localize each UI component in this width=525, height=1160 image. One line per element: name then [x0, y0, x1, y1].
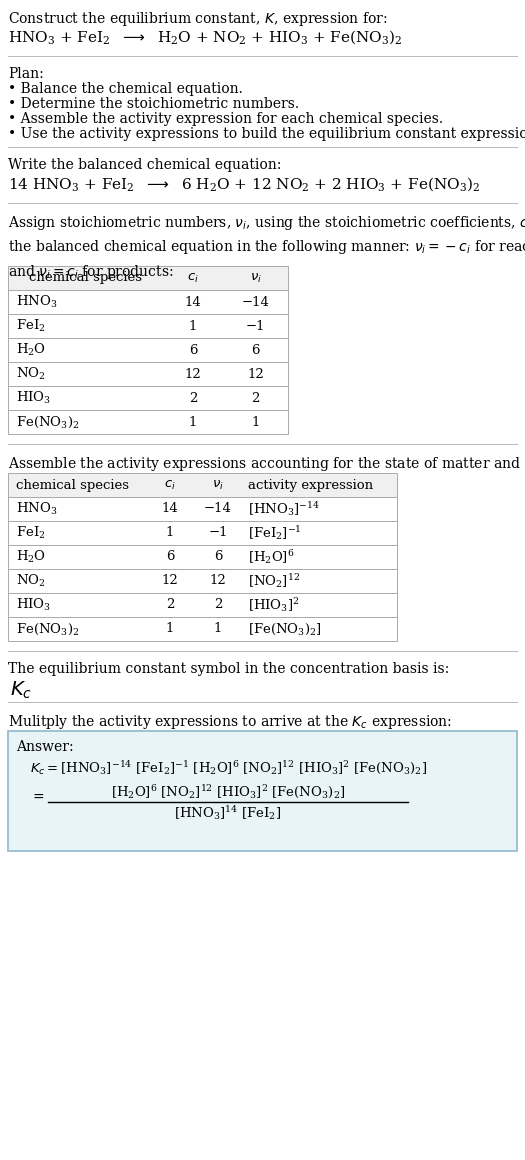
Text: 2: 2: [214, 599, 222, 611]
Text: $\mathregular{[H_2O]^6}$: $\mathregular{[H_2O]^6}$: [248, 548, 295, 566]
Text: 1: 1: [166, 623, 174, 636]
Text: 2: 2: [166, 599, 174, 611]
Text: 2: 2: [189, 392, 197, 405]
Text: $\nu_i$: $\nu_i$: [249, 271, 261, 284]
Text: $\mathregular{H_2O}$: $\mathregular{H_2O}$: [16, 342, 46, 358]
Text: 6: 6: [251, 343, 260, 356]
Text: 1: 1: [251, 415, 260, 428]
FancyBboxPatch shape: [8, 338, 288, 362]
Text: 1: 1: [214, 623, 222, 636]
FancyBboxPatch shape: [8, 314, 288, 338]
Text: $\mathregular{[H_2O]^6\ [NO_2]^{12}\ [HIO_3]^2\ [Fe(NO_3)_2]}$: $\mathregular{[H_2O]^6\ [NO_2]^{12}\ [HI…: [111, 784, 345, 802]
Text: $\mathregular{[HIO_3]^2}$: $\mathregular{[HIO_3]^2}$: [248, 596, 300, 614]
Text: $\mathregular{[FeI_2]^{-1}}$: $\mathregular{[FeI_2]^{-1}}$: [248, 524, 301, 542]
FancyBboxPatch shape: [8, 617, 397, 641]
Text: $c_i$: $c_i$: [187, 271, 199, 284]
FancyBboxPatch shape: [8, 731, 517, 851]
Text: • Determine the stoichiometric numbers.: • Determine the stoichiometric numbers.: [8, 97, 299, 111]
FancyBboxPatch shape: [8, 521, 397, 545]
Text: The equilibrium constant symbol in the concentration basis is:: The equilibrium constant symbol in the c…: [8, 662, 449, 676]
Text: 12: 12: [162, 574, 178, 587]
Text: −1: −1: [246, 319, 265, 333]
Text: 12: 12: [185, 368, 202, 380]
Text: $\mathregular{[HNO_3]^{14}\ [FeI_2]}$: $\mathregular{[HNO_3]^{14}\ [FeI_2]}$: [174, 804, 281, 822]
Text: 6: 6: [214, 551, 222, 564]
Text: • Assemble the activity expression for each chemical species.: • Assemble the activity expression for e…: [8, 113, 443, 126]
Text: Plan:: Plan:: [8, 67, 44, 81]
FancyBboxPatch shape: [8, 473, 397, 496]
Text: −14: −14: [242, 296, 269, 309]
Text: $\mathregular{[Fe(NO_3)_2]}$: $\mathregular{[Fe(NO_3)_2]}$: [248, 622, 322, 637]
Text: 1: 1: [189, 415, 197, 428]
Text: Mulitply the activity expressions to arrive at the $K_c$ expression:: Mulitply the activity expressions to arr…: [8, 713, 452, 731]
Text: $\mathregular{Fe(NO_3)_2}$: $\mathregular{Fe(NO_3)_2}$: [16, 414, 79, 429]
Text: $\mathregular{FeI_2}$: $\mathregular{FeI_2}$: [16, 525, 46, 541]
Text: $\nu_i$: $\nu_i$: [212, 478, 224, 492]
Text: −1: −1: [208, 527, 228, 539]
FancyBboxPatch shape: [8, 290, 288, 314]
Text: • Use the activity expressions to build the equilibrium constant expression.: • Use the activity expressions to build …: [8, 126, 525, 142]
Text: $\mathregular{HNO_3}$ + $\mathregular{FeI_2}$  $\longrightarrow$  $\mathregular{: $\mathregular{HNO_3}$ + $\mathregular{Fe…: [8, 28, 403, 45]
Text: $\mathregular{HIO_3}$: $\mathregular{HIO_3}$: [16, 597, 51, 612]
Text: 6: 6: [189, 343, 197, 356]
Text: Assemble the activity expressions accounting for the state of matter and $\nu_i$: Assemble the activity expressions accoun…: [8, 455, 525, 473]
Text: $\mathregular{H_2O}$: $\mathregular{H_2O}$: [16, 549, 46, 565]
Text: 14: 14: [162, 502, 178, 515]
Text: $K_c = \mathregular{[HNO_3]^{-14}\ [FeI_2]^{-1}\ [H_2O]^6\ [NO_2]^{12}\ [HIO_3]^: $K_c = \mathregular{[HNO_3]^{-14}\ [FeI_…: [30, 760, 427, 777]
Text: chemical species: chemical species: [29, 271, 142, 284]
Text: Assign stoichiometric numbers, $\nu_i$, using the stoichiometric coefficients, $: Assign stoichiometric numbers, $\nu_i$, …: [8, 213, 525, 281]
Text: 14: 14: [185, 296, 202, 309]
Text: 1: 1: [166, 527, 174, 539]
FancyBboxPatch shape: [8, 386, 288, 409]
Text: $\mathregular{HIO_3}$: $\mathregular{HIO_3}$: [16, 390, 51, 406]
Text: 14 $\mathregular{HNO_3}$ + $\mathregular{FeI_2}$  $\longrightarrow$  6 $\mathreg: 14 $\mathregular{HNO_3}$ + $\mathregular…: [8, 175, 480, 193]
Text: 6: 6: [166, 551, 174, 564]
Text: $\mathregular{NO_2}$: $\mathregular{NO_2}$: [16, 573, 46, 589]
Text: 12: 12: [209, 574, 226, 587]
FancyBboxPatch shape: [8, 409, 288, 434]
Text: Answer:: Answer:: [16, 740, 74, 754]
FancyBboxPatch shape: [8, 593, 397, 617]
Text: $\mathregular{HNO_3}$: $\mathregular{HNO_3}$: [16, 293, 57, 310]
Text: −14: −14: [204, 502, 232, 515]
Text: Construct the equilibrium constant, $K$, expression for:: Construct the equilibrium constant, $K$,…: [8, 10, 387, 28]
FancyBboxPatch shape: [8, 570, 397, 593]
Text: $\mathregular{Fe(NO_3)_2}$: $\mathregular{Fe(NO_3)_2}$: [16, 622, 79, 637]
FancyBboxPatch shape: [8, 545, 397, 570]
Text: $\mathregular{HNO_3}$: $\mathregular{HNO_3}$: [16, 501, 57, 517]
Text: Write the balanced chemical equation:: Write the balanced chemical equation:: [8, 158, 281, 172]
Text: $\mathregular{NO_2}$: $\mathregular{NO_2}$: [16, 365, 46, 382]
Text: $=$: $=$: [30, 789, 45, 803]
Text: 2: 2: [251, 392, 260, 405]
FancyBboxPatch shape: [8, 266, 288, 290]
Text: $\mathregular{[NO_2]^{12}}$: $\mathregular{[NO_2]^{12}}$: [248, 572, 300, 590]
FancyBboxPatch shape: [8, 362, 288, 386]
Text: $K_c$: $K_c$: [10, 680, 32, 702]
Text: 1: 1: [189, 319, 197, 333]
Text: activity expression: activity expression: [248, 478, 373, 492]
Text: $\mathregular{[HNO_3]^{-14}}$: $\mathregular{[HNO_3]^{-14}}$: [248, 500, 320, 519]
FancyBboxPatch shape: [8, 496, 397, 521]
Text: 12: 12: [247, 368, 264, 380]
Text: • Balance the chemical equation.: • Balance the chemical equation.: [8, 82, 243, 96]
Text: chemical species: chemical species: [16, 478, 129, 492]
Text: $\mathregular{FeI_2}$: $\mathregular{FeI_2}$: [16, 318, 46, 334]
Text: $c_i$: $c_i$: [164, 478, 176, 492]
